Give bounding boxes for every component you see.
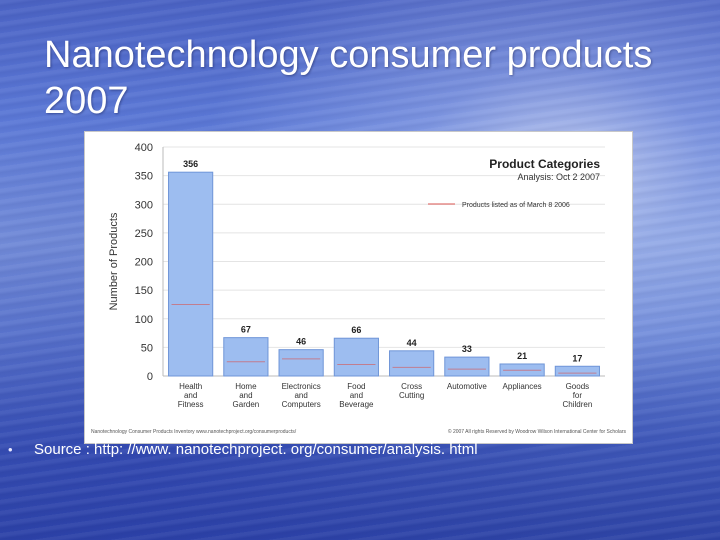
bar: [389, 350, 435, 377]
x-tick-label: Children: [562, 400, 592, 409]
x-tick-label: and: [294, 391, 307, 400]
chart-image: 0 50 100 150 200 250 300 350 400 Number of Produc…: [84, 131, 633, 444]
data-label: 46: [296, 337, 306, 347]
data-label: 66: [351, 325, 361, 335]
chart-title: Product Categories: [489, 157, 600, 171]
x-tick-label: and: [239, 391, 252, 400]
data-label: 21: [517, 351, 527, 361]
source-text: Source : http: //www. nanotechproject. o…: [34, 441, 478, 458]
data-label: 44: [407, 338, 417, 348]
bar: [333, 337, 379, 377]
x-tick-label: Automotive: [447, 382, 488, 391]
y-axis-label: Number of Products: [108, 212, 120, 310]
data-label: 356: [183, 159, 198, 169]
y-tick-label: 300: [135, 199, 153, 211]
source-line: • Source : http: //www. nanotechproject. …: [8, 441, 708, 458]
y-tick-label: 150: [135, 285, 153, 297]
data-label: 33: [462, 344, 472, 354]
x-tick-label: Health: [179, 382, 202, 391]
y-tick-label: 0: [147, 371, 153, 383]
bar: [223, 337, 269, 377]
y-tick-label: 350: [135, 171, 153, 183]
y-tick-label: 50: [141, 342, 153, 354]
slide-title: Nanotechnology consumer products 2007: [44, 34, 653, 122]
x-tick-label: Beverage: [339, 400, 374, 409]
data-label: 17: [572, 353, 582, 363]
x-tick-label: Cross: [401, 382, 422, 391]
x-tick-label: Computers: [282, 400, 321, 409]
x-tick-label: Home: [235, 382, 257, 391]
y-tick-label: 250: [135, 228, 153, 240]
x-tick-label: Appliances: [503, 382, 542, 391]
bar: [444, 356, 490, 377]
chart-footer-right: © 2007 All rights Reserved by Woodrow Wi…: [448, 428, 627, 435]
chart-footer-left: Nanotechnology Consumer Products Invento…: [91, 429, 297, 435]
x-tick-label: Goods: [566, 382, 590, 391]
x-tick-label: Food: [347, 382, 365, 391]
chart-subtitle: Analysis: Oct 2 2007: [517, 172, 600, 182]
bullet-icon: •: [8, 442, 13, 457]
x-tick-label: Cutting: [399, 391, 424, 400]
legend-label: Products listed as of March 8 2006: [462, 202, 570, 209]
y-tick-label: 200: [135, 257, 153, 269]
bar-chart: 0 50 100 150 200 250 300 350 400 Number of Produc…: [91, 142, 627, 435]
x-tick-label: Fitness: [178, 400, 204, 409]
y-tick-label: 400: [135, 142, 153, 154]
bar: [554, 365, 600, 377]
x-tick-label: Garden: [233, 400, 260, 409]
bar: [168, 171, 214, 377]
x-tick-label: for: [573, 391, 583, 400]
x-tick-label: and: [350, 391, 363, 400]
bar: [278, 349, 324, 377]
x-tick-label: and: [184, 391, 197, 400]
data-label: 67: [241, 325, 251, 335]
x-tick-label: Electronics: [282, 382, 321, 391]
y-tick-label: 100: [135, 314, 153, 326]
